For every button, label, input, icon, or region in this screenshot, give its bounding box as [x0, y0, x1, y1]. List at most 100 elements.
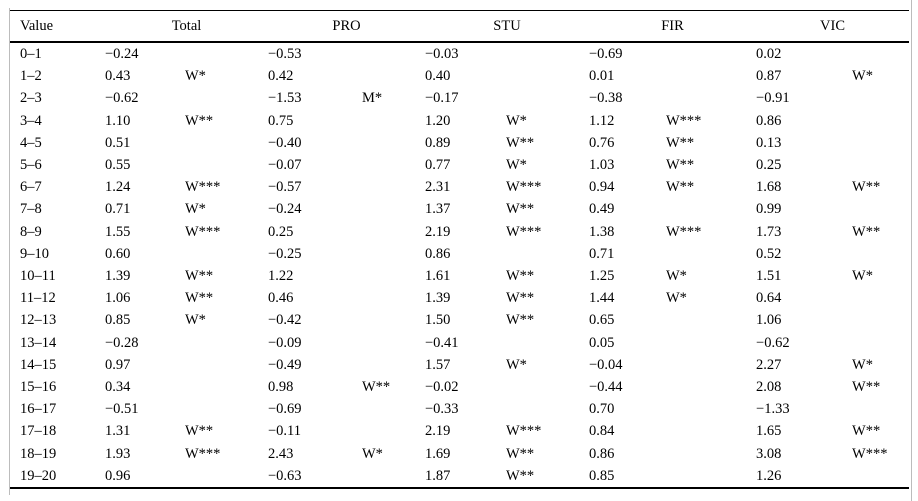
stu-value-cell: 2.19: [425, 223, 451, 240]
stu-significance-cell: W**: [506, 134, 535, 151]
stu-significance-cell: W*: [506, 157, 527, 174]
pro-value-cell: 0.42: [268, 68, 294, 85]
stu-value-cell: 1.69: [425, 445, 451, 462]
total-significance-cell: W***: [185, 445, 221, 462]
vic-significance-cell: [852, 154, 909, 176]
fir-significance-cell: W***: [666, 112, 702, 129]
fir-significance-cell: [666, 42, 756, 65]
vic-value-cell: 1.51: [756, 268, 782, 285]
pro-significance-cell: [362, 154, 425, 176]
results-table: Value Total PRO STU FIR VIC 0–1 −0.24 −0.53 −0.0…: [10, 10, 910, 490]
vic-value-cell: 0.99: [756, 201, 782, 218]
pro-value-cell: −1.53: [268, 90, 302, 107]
fir-value-cell: 0.70: [589, 401, 615, 418]
stu-significance-cell: W**: [506, 268, 535, 285]
table-row: 16–17 −0.51 −0.69 −0.33 0.70 −1.33: [10, 398, 909, 420]
stu-value-cell: 0.86: [425, 245, 451, 262]
total-significance-cell: W*: [185, 68, 206, 85]
fir-value-cell: 0.86: [589, 445, 615, 462]
vic-significance-cell: W**: [852, 423, 881, 440]
value-range-cell: 16–17: [20, 401, 57, 418]
total-value-cell: −0.62: [105, 90, 139, 107]
value-range-cell: 1–2: [20, 68, 42, 85]
fir-significance-cell: [666, 332, 756, 354]
total-value-cell: −0.51: [105, 401, 139, 418]
vic-significance-cell: [852, 309, 909, 331]
stu-significance-cell: [506, 398, 589, 420]
vic-significance-cell: [852, 42, 909, 65]
fir-significance-cell: [666, 87, 756, 109]
vic-value-cell: 0.87: [756, 68, 782, 85]
stu-significance-cell: W***: [506, 179, 542, 196]
fir-value-cell: 1.03: [589, 157, 615, 174]
vic-value-cell: −1.33: [756, 401, 790, 418]
fir-significance-cell: [666, 309, 756, 331]
stu-significance-cell: W**: [506, 290, 535, 307]
fir-significance-cell: [666, 465, 756, 488]
fir-significance-cell: [666, 443, 756, 465]
vic-significance-cell: W**: [852, 179, 881, 196]
total-value-cell: 1.39: [105, 268, 131, 285]
fir-value-cell: 0.85: [589, 467, 615, 484]
column-header-vic: VIC: [756, 10, 910, 43]
fir-significance-cell: W***: [666, 223, 702, 240]
table-body: 0–1 −0.24 −0.53 −0.03 −0.69 0.02 1–2 0.43 W* 0.42…: [10, 42, 909, 488]
vic-significance-cell: W*: [852, 268, 873, 285]
pro-significance-cell: [362, 198, 425, 220]
stu-significance-cell: W**: [506, 201, 535, 218]
stu-value-cell: 1.61: [425, 268, 451, 285]
total-significance-cell: [185, 332, 268, 354]
stu-significance-cell: [506, 332, 589, 354]
pro-value-cell: −0.53: [268, 46, 302, 62]
pro-significance-cell: [362, 65, 425, 87]
fir-significance-cell: W**: [666, 134, 695, 151]
pro-significance-cell: [362, 398, 425, 420]
stu-significance-cell: W***: [506, 223, 542, 240]
vic-value-cell: 0.02: [756, 46, 782, 62]
vic-significance-cell: W*: [852, 356, 873, 373]
total-significance-cell: W**: [185, 423, 214, 440]
total-significance-cell: W***: [185, 179, 221, 196]
total-significance-cell: [185, 398, 268, 420]
fir-value-cell: 0.05: [589, 334, 615, 351]
table-row: 9–10 0.60 −0.25 0.86 0.71 0.52: [10, 243, 909, 265]
total-significance-cell: W***: [185, 223, 221, 240]
pro-significance-cell: [362, 309, 425, 331]
pro-significance-cell: W*: [362, 445, 383, 462]
stu-significance-cell: W*: [506, 356, 527, 373]
vic-value-cell: 1.73: [756, 223, 782, 240]
left-frame-line: [9, 8, 10, 495]
vic-value-cell: 0.13: [756, 134, 782, 151]
value-range-cell: 19–20: [20, 467, 57, 484]
value-range-cell: 15–16: [20, 379, 57, 396]
stu-significance-cell: [506, 87, 589, 109]
vic-value-cell: −0.91: [756, 90, 790, 107]
table-row: 4–5 0.51 −0.40 0.89 W** 0.76 W** 0.13: [10, 132, 909, 154]
fir-significance-cell: [666, 198, 756, 220]
pro-significance-cell: [362, 332, 425, 354]
table-row: 14–15 0.97 −0.49 1.57 W* −0.04 2.27 W*: [10, 354, 909, 376]
value-range-cell: 17–18: [20, 423, 57, 440]
vic-significance-cell: [852, 132, 909, 154]
pro-significance-cell: [362, 221, 425, 243]
fir-value-cell: 1.44: [589, 290, 615, 307]
total-value-cell: 0.60: [105, 245, 131, 262]
value-range-cell: 11–12: [20, 290, 56, 307]
stu-value-cell: −0.33: [425, 401, 459, 418]
pro-significance-cell: [362, 110, 425, 132]
vic-significance-cell: [852, 332, 909, 354]
total-significance-cell: [185, 243, 268, 265]
fir-value-cell: −0.04: [589, 356, 623, 373]
value-range-cell: 12–13: [20, 312, 57, 329]
vic-value-cell: 1.26: [756, 467, 782, 484]
vic-significance-cell: [852, 110, 909, 132]
table-row: 17–18 1.31 W** −0.11 2.19 W*** 0.84 1.65 W**: [10, 420, 909, 442]
stu-value-cell: 0.89: [425, 134, 451, 151]
total-value-cell: 0.34: [105, 379, 131, 396]
pro-significance-cell: [362, 265, 425, 287]
table-row: 11–12 1.06 W** 0.46 1.39 W** 1.44 W* 0.64: [10, 287, 909, 309]
pro-value-cell: −0.09: [268, 334, 302, 351]
value-range-cell: 4–5: [20, 134, 42, 151]
vic-significance-cell: W**: [852, 379, 881, 396]
vic-value-cell: 1.68: [756, 179, 782, 196]
